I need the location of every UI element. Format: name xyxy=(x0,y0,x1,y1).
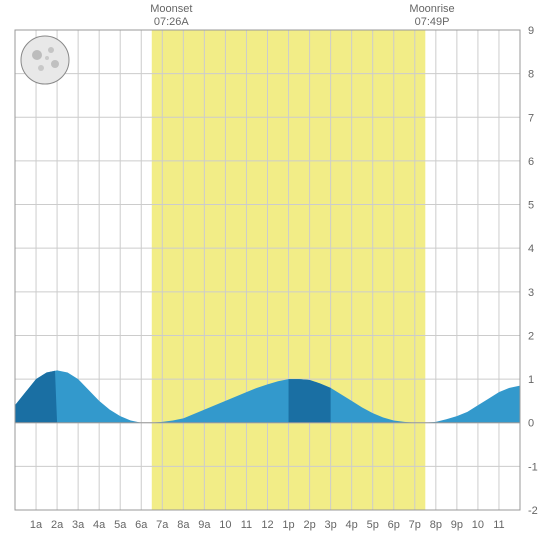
y-tick-label: 6 xyxy=(528,156,534,168)
x-tick-label: 12 xyxy=(261,519,273,531)
y-tick-label: 2 xyxy=(528,330,534,342)
x-tick-label: 11 xyxy=(493,519,504,531)
moon-icon xyxy=(21,36,69,84)
y-tick-label: 0 xyxy=(528,418,534,430)
x-tick-label: 11 xyxy=(241,519,252,531)
x-tick-label: 4a xyxy=(93,519,106,531)
y-tick-label: 9 xyxy=(528,25,534,37)
x-tick-label: 10 xyxy=(472,519,484,531)
y-tick-label: 4 xyxy=(528,243,534,255)
y-tick-label: 7 xyxy=(528,112,534,124)
x-tick-label: 3p xyxy=(325,519,337,531)
x-tick-label: 10 xyxy=(219,519,231,531)
y-tick-label: -2 xyxy=(528,505,538,517)
x-tick-label: 8p xyxy=(430,519,442,531)
moonrise-label: Moonrise xyxy=(409,3,454,15)
moonrise-time: 07:49P xyxy=(415,16,450,28)
y-tick-label: 8 xyxy=(528,69,534,81)
x-tick-label: 9p xyxy=(451,519,463,531)
tide-chart: -2-101234567891a2a3a4a5a6a7a8a9a1011121p… xyxy=(0,0,550,550)
y-tick-label: 5 xyxy=(528,200,534,212)
x-tick-label: 4p xyxy=(346,519,358,531)
x-tick-label: 7p xyxy=(409,519,421,531)
x-tick-label: 1p xyxy=(282,519,294,531)
x-tick-label: 1a xyxy=(30,519,43,531)
y-tick-label: 1 xyxy=(528,374,534,386)
x-tick-label: 5p xyxy=(367,519,379,531)
x-tick-label: 6a xyxy=(135,519,148,531)
y-tick-label: -1 xyxy=(528,461,538,473)
x-tick-label: 3a xyxy=(72,519,85,531)
tide-shade xyxy=(289,379,331,423)
x-tick-label: 7a xyxy=(156,519,169,531)
x-tick-label: 5a xyxy=(114,519,127,531)
x-tick-label: 9a xyxy=(198,519,211,531)
moonset-label: Moonset xyxy=(150,3,192,15)
chart-svg: -2-101234567891a2a3a4a5a6a7a8a9a1011121p… xyxy=(0,0,550,550)
x-tick-label: 6p xyxy=(388,519,400,531)
x-tick-label: 2p xyxy=(303,519,315,531)
moonset-time: 07:26A xyxy=(154,16,190,28)
x-tick-label: 8a xyxy=(177,519,190,531)
y-tick-label: 3 xyxy=(528,287,534,299)
x-tick-label: 2a xyxy=(51,519,64,531)
